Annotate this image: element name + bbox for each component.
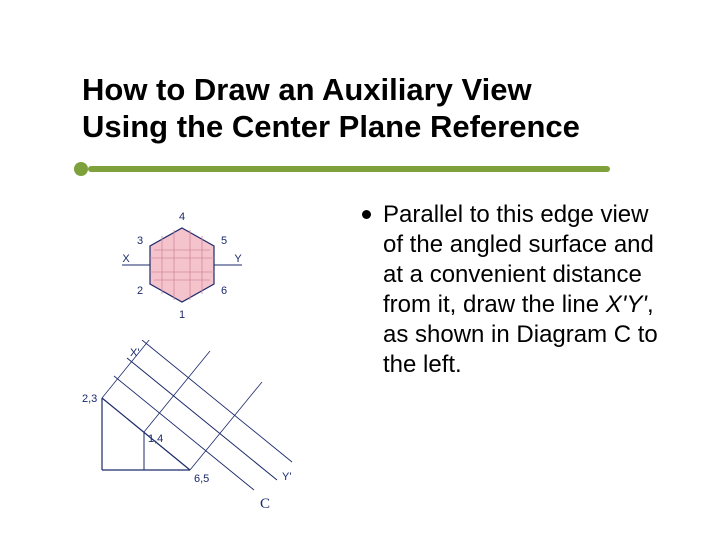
hex-axis-y: Y: [234, 253, 242, 265]
hex-label-1: 1: [179, 309, 185, 321]
title-underline: [0, 158, 610, 178]
diagram-caption: C: [260, 496, 270, 512]
hex-label-3: 3: [137, 235, 143, 247]
underline-dot: [74, 162, 88, 176]
hex-axis-x: X: [122, 253, 130, 265]
content-area: 4 3 5 2 6 1 X Y X' Y' 2,3 1,4 6,5 C: [82, 200, 680, 515]
text-column: Parallel to this edge view of the angled…: [342, 200, 680, 515]
title-line-2: Using the Center Plane Reference: [82, 109, 580, 144]
hex-label-5: 5: [221, 235, 227, 247]
aux-label-65: 6,5: [194, 473, 209, 485]
body-italic: X'Y': [606, 291, 647, 318]
body-paragraph: Parallel to this edge view of the angled…: [383, 200, 663, 380]
hex-label-4: 4: [179, 211, 185, 223]
bullet-icon: [362, 210, 371, 219]
aux-label-23: 2,3: [82, 393, 97, 405]
diagram-column: 4 3 5 2 6 1 X Y X' Y' 2,3 1,4 6,5 C: [82, 200, 342, 515]
auxiliary-diagram: X' Y' 2,3 1,4 6,5 C: [82, 340, 312, 515]
underline-bar: [88, 166, 610, 172]
aux-label-yprime: Y': [282, 471, 291, 483]
aux-label-14: 1,4: [148, 433, 163, 445]
hex-label-2: 2: [137, 285, 143, 297]
title-line-1: How to Draw an Auxiliary View: [82, 72, 532, 107]
hex-label-6: 6: [221, 285, 227, 297]
hexagon-diagram: 4 3 5 2 6 1 X Y: [82, 200, 282, 340]
aux-label-xprime: X': [130, 347, 139, 359]
slide-title: How to Draw an Auxiliary View Using the …: [82, 72, 580, 145]
